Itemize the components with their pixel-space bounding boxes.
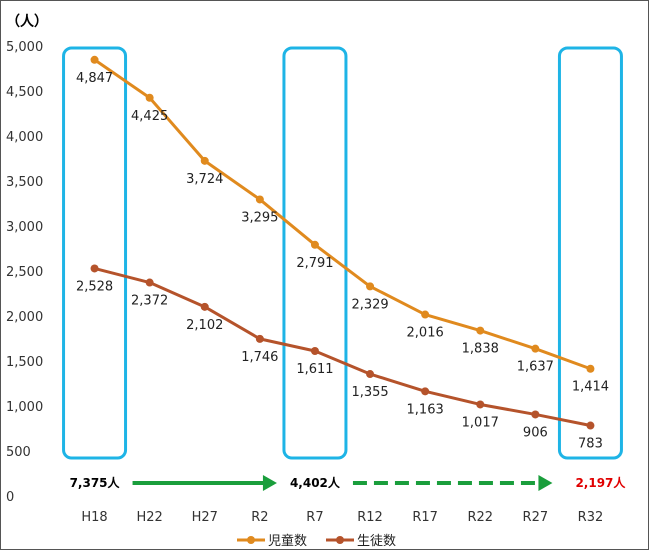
y-tick-label: 1,000 [6,400,43,415]
x-axis-ticks: H18 H22 H27 R2 R7 R12 R17 R22 R27 R32 [81,510,603,525]
y-axis-unit-label: （人） [6,13,48,30]
data-point [310,240,319,249]
data-label: 1,355 [351,385,388,400]
legend: 児童数 生徒数 [237,533,396,549]
x-tick-label: R7 [306,510,323,525]
x-tick-label: R22 [467,510,493,525]
trend-arrow-head [538,475,553,491]
data-point [421,310,430,319]
legend-swatch-marker [336,536,344,544]
legend-label: 児童数 [268,533,307,549]
data-point [255,195,264,204]
y-tick-label: 2,000 [6,310,43,325]
trend-arrows [132,475,553,491]
total-label: 7,375人 [70,475,121,490]
y-tick-label: 5,000 [6,40,43,55]
data-point [200,302,209,311]
data-point [200,156,209,165]
data-point [366,282,375,291]
data-label: 2,791 [296,256,333,271]
series-line [94,267,591,428]
series-points [90,55,595,430]
data-labels: 4,847 4,425 3,724 3,295 2,791 2,329 2,016 1,838… [76,71,609,452]
y-tick-label: 3,500 [6,175,43,190]
data-point [531,410,540,419]
y-tick-label: 4,000 [6,130,43,145]
x-tick-label: H27 [192,510,218,525]
x-tick-label: H18 [81,510,107,525]
data-label: 2,528 [76,279,113,294]
data-point [421,387,430,396]
legend-swatch-marker [247,536,255,544]
data-label: 1,414 [572,380,609,395]
y-tick-label: 4,500 [6,85,43,100]
data-label: 1,611 [296,362,333,377]
data-point [476,326,485,335]
y-axis-ticks: 0 500 1,000 1,500 2,000 2,500 3,000 3,500 4,000 4… [6,40,43,505]
series-line [93,58,591,371]
y-tick-label: 500 [6,445,31,460]
highlight-box [557,46,623,460]
data-label: 906 [523,425,548,440]
data-point [90,55,99,64]
data-label: 3,724 [186,172,223,187]
data-point [145,93,154,102]
x-tick-label: R32 [578,510,604,525]
data-label: 1,746 [241,350,278,365]
data-label: 2,372 [131,294,168,309]
x-tick-label: R12 [357,510,383,525]
data-label: 3,295 [241,210,278,225]
data-point [586,364,595,373]
data-label: 4,847 [76,71,113,86]
trend-arrow-head [262,475,277,491]
data-label: 1,163 [407,402,444,417]
data-point [586,421,595,430]
data-point [531,344,540,353]
highlight-box [282,46,348,460]
data-label: 783 [578,437,603,452]
x-tick-label: R27 [523,510,549,525]
data-point [366,370,375,379]
y-tick-label: 0 [6,490,14,505]
x-tick-label: H22 [136,510,162,525]
data-point [310,347,319,356]
series-lines [93,58,591,428]
highlight-boxes [62,46,623,460]
data-label: 1,637 [517,360,554,375]
data-label: 1,838 [462,342,499,357]
y-tick-label: 3,000 [6,220,43,235]
data-label: 1,017 [462,415,499,430]
data-label: 2,102 [186,318,223,333]
data-point [90,264,99,273]
total-labels: 7,375人 4,402人 2,197人 [70,475,627,490]
total-label: 2,197人 [575,475,626,490]
highlight-box [62,46,128,460]
y-tick-label: 2,500 [6,265,43,280]
x-tick-label: R2 [251,510,268,525]
data-label: 2,016 [407,326,444,341]
data-label: 4,425 [131,109,168,124]
y-tick-label: 1,500 [6,355,43,370]
total-label: 4,402人 [290,475,341,490]
legend-label: 生徒数 [357,534,396,549]
data-point [255,334,264,343]
data-point [476,400,485,409]
x-tick-label: R17 [412,510,438,525]
data-label: 2,329 [351,297,388,312]
data-point [145,278,154,287]
